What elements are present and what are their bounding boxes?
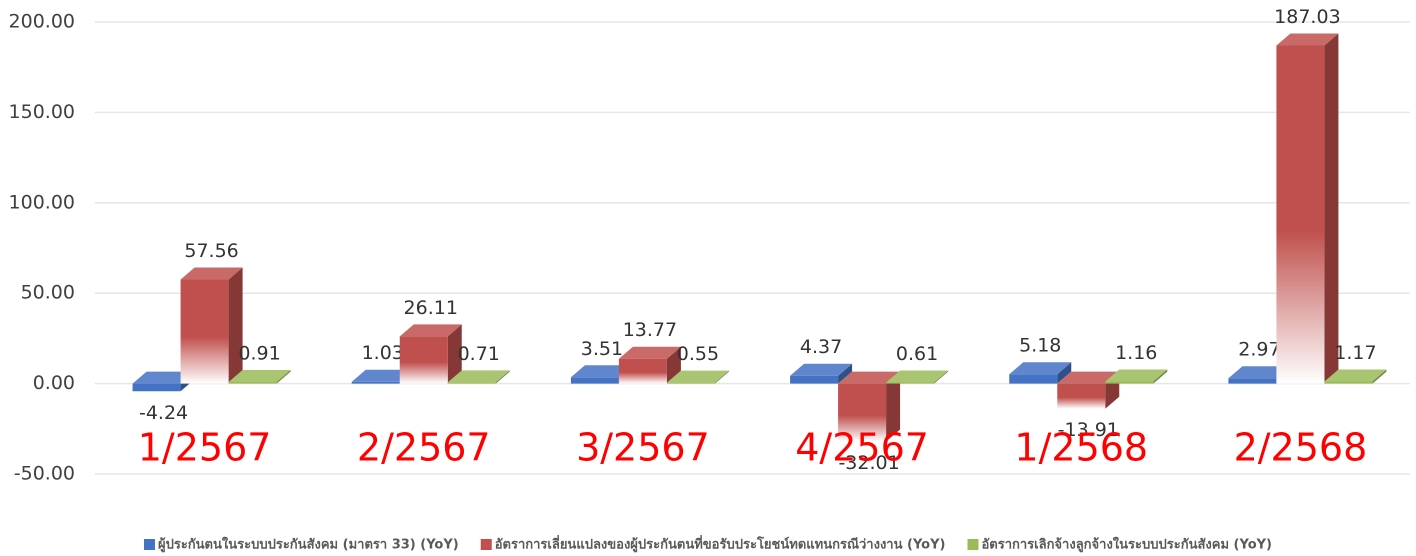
bar-top (790, 363, 853, 376)
bar (228, 381, 277, 384)
y-tick-label: 150.00 (9, 101, 75, 123)
legend-swatch (967, 539, 979, 550)
y-tick-label: 0.00 (33, 372, 75, 394)
x-tick-label: 4/2567 (795, 426, 929, 470)
bar (1057, 383, 1106, 409)
bar-top (228, 369, 291, 382)
bar (1009, 374, 1058, 384)
bar-side (1057, 362, 1072, 384)
bar-top (838, 371, 901, 384)
legend-label: อัตราการเลี่ยนแปลงของผู้ประกันตนที่ขอรับ… (495, 535, 946, 553)
value-label: 2.97 (1238, 339, 1280, 361)
value-label: 13.77 (623, 319, 677, 341)
value-label: -32.01 (838, 452, 899, 474)
y-tick-label: 50.00 (21, 282, 75, 304)
bar (838, 383, 887, 442)
x-tick-label: 1/2568 (1014, 426, 1148, 470)
bar-top (351, 369, 414, 382)
bar-top (666, 370, 729, 383)
x-tick-label: 3/2567 (576, 426, 710, 470)
bar (1105, 381, 1154, 384)
value-label: 1.17 (1334, 342, 1376, 364)
bar-side (838, 363, 853, 384)
bar-side (1372, 369, 1387, 384)
bar (351, 381, 400, 384)
value-label: 0.61 (896, 343, 938, 365)
bar (570, 377, 619, 384)
bar-side (714, 370, 729, 384)
legend-label: อัตราการเลิกจ้างลูกจ้างในระบบประกันสังคม… (981, 536, 1272, 553)
bar (447, 382, 496, 384)
bar-top (399, 324, 462, 337)
value-label: 0.91 (238, 342, 280, 364)
value-label: 4.37 (800, 336, 842, 358)
value-label: 1.03 (362, 342, 404, 364)
y-tick-label: 200.00 (9, 11, 75, 33)
value-label: 57.56 (184, 240, 238, 262)
bar (1276, 45, 1325, 384)
bar-side (934, 370, 949, 384)
bar-side (276, 369, 291, 384)
bar-top (1228, 366, 1291, 379)
bar (399, 336, 448, 384)
bar (618, 358, 667, 384)
x-tick-label: 2/2568 (1234, 426, 1368, 470)
bar (1228, 378, 1277, 384)
bar-top (1105, 369, 1168, 382)
bar-side (886, 371, 901, 442)
bar-top (180, 267, 243, 280)
value-label: 0.55 (677, 343, 719, 365)
value-label: -13.91 (1058, 419, 1119, 441)
bar-top (1009, 362, 1072, 375)
bar (132, 383, 181, 392)
bar-top (570, 365, 633, 378)
bar-top (1057, 371, 1120, 384)
value-label: 187.03 (1274, 6, 1340, 28)
bar-side (495, 370, 510, 384)
y-tick-label: -50.00 (14, 463, 75, 485)
bar-side (447, 324, 462, 384)
legend-swatch (480, 539, 492, 550)
x-tick-label: 2/2567 (357, 426, 491, 470)
value-label: 1.16 (1115, 342, 1157, 364)
value-label: 26.11 (404, 297, 458, 319)
y-tick-label: 100.00 (9, 191, 75, 213)
legend-swatch (143, 539, 155, 550)
bar (790, 375, 839, 384)
bar-top (886, 370, 949, 383)
bar-side (1153, 369, 1168, 384)
value-label: 3.51 (581, 338, 623, 360)
bar (1324, 381, 1373, 384)
bar-top (132, 371, 195, 384)
bar-side (228, 267, 243, 384)
bar-top (618, 346, 681, 359)
value-label: 5.18 (1019, 335, 1061, 357)
bar-side (1324, 33, 1339, 384)
bar-top (447, 370, 510, 383)
legend-label: ผู้ประกันตนในระบบประกันสังคม (มาตรา 33) … (158, 536, 459, 553)
bar (180, 279, 229, 384)
bar (886, 382, 935, 384)
value-label: 0.71 (458, 343, 500, 365)
bar (666, 382, 715, 384)
bar-top (1276, 33, 1339, 46)
value-label: -4.24 (139, 402, 188, 424)
x-tick-label: 1/2567 (138, 426, 272, 470)
bar-top (1324, 369, 1387, 382)
